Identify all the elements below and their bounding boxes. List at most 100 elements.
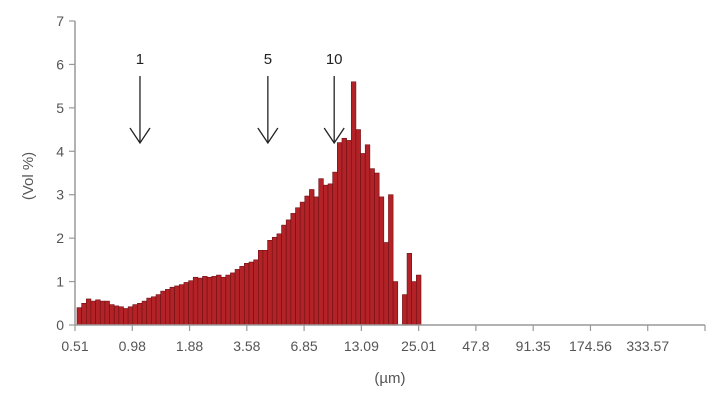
x-tick-label: 6.85	[290, 338, 317, 354]
histogram-bar	[332, 171, 338, 326]
histogram-bar	[76, 307, 82, 326]
histogram-bar	[350, 81, 357, 326]
histogram-bar	[239, 266, 245, 326]
histogram-bar	[216, 274, 222, 326]
histogram-bar	[262, 250, 268, 326]
histogram-bar	[369, 168, 375, 326]
histogram-bar	[99, 300, 106, 326]
x-tick-label: 333.57	[626, 338, 669, 354]
y-tick-label: 2	[56, 230, 64, 246]
size-marker-arrow: 10	[323, 51, 345, 145]
histogram-bar	[146, 297, 152, 326]
histogram-bar	[211, 276, 217, 326]
histogram-bar	[406, 253, 412, 326]
histogram-bar	[364, 144, 371, 326]
histogram-bar	[327, 183, 333, 326]
histogram-bar	[234, 269, 241, 326]
x-tick-label: 0.51	[61, 338, 88, 354]
histogram-bar	[341, 137, 347, 326]
histogram-bar	[118, 306, 124, 326]
y-tick-label: 6	[56, 56, 64, 72]
histogram-bar	[383, 242, 389, 326]
histogram-bar	[90, 300, 96, 326]
histogram-bar	[230, 272, 236, 326]
histogram-bar	[271, 236, 278, 326]
histogram-bar	[281, 224, 287, 326]
histogram-bar	[374, 172, 380, 326]
size-marker-label: 1	[136, 51, 144, 68]
histogram-bar	[104, 300, 110, 326]
histogram-bar	[151, 296, 157, 326]
bars-layer	[76, 81, 422, 326]
histogram-bar	[202, 276, 208, 326]
histogram-bar	[127, 306, 134, 326]
y-tick-label: 4	[56, 143, 64, 159]
histogram-bar	[169, 286, 175, 326]
histogram-bar	[290, 213, 296, 326]
histogram-bar	[402, 294, 408, 326]
histogram-bar	[81, 302, 87, 326]
histogram-bar	[299, 201, 306, 326]
histogram-bar	[253, 259, 259, 326]
x-tick-label: 25.01	[401, 338, 436, 354]
histogram-bar	[174, 285, 180, 326]
arrow-head	[129, 127, 151, 145]
x-tick-label: 3.58	[233, 338, 260, 354]
ticks-layer: 0 1 2 3 4 5 6 7 0.51 0.98 1.88 3.58 6.85 13.09 25.01 47…	[56, 13, 706, 354]
histogram-bar	[155, 294, 161, 326]
histogram-bar	[416, 274, 422, 326]
histogram-bar	[244, 263, 250, 326]
histogram-bar	[225, 274, 231, 326]
y-tick-label: 0	[56, 317, 64, 333]
size-markers-layer: 1 5 10	[129, 51, 345, 145]
histogram-bar	[132, 304, 138, 326]
x-tick-label: 174.56	[569, 338, 612, 354]
histogram-bar	[141, 300, 148, 326]
histogram-bar	[337, 142, 343, 326]
histogram-bar	[267, 240, 273, 326]
arrow-head	[257, 127, 279, 145]
histogram-bar	[188, 280, 194, 326]
histogram-bar	[346, 140, 352, 326]
histogram-bar	[276, 233, 282, 326]
y-tick-label: 3	[56, 187, 64, 203]
histogram-bar	[318, 178, 324, 326]
histogram-bar	[304, 195, 310, 326]
x-axis-title: (µm)	[374, 370, 405, 387]
x-tick-label: 13.09	[344, 338, 379, 354]
histogram-bar	[313, 196, 320, 326]
histogram-bar	[355, 129, 361, 326]
histogram-bar	[295, 207, 301, 326]
y-tick-label: 5	[56, 100, 64, 116]
histogram-bar	[323, 184, 329, 326]
histogram-bar	[206, 276, 213, 326]
histogram-bar	[95, 299, 101, 326]
histogram-bar	[220, 276, 227, 326]
histogram-bar	[392, 281, 399, 326]
histogram-bar	[109, 304, 115, 326]
histogram-bar	[183, 282, 189, 326]
histogram-bar	[388, 194, 394, 326]
histogram-bar	[197, 277, 203, 326]
histogram-bar	[137, 302, 143, 326]
x-tick-label: 0.98	[119, 338, 146, 354]
y-tick-label: 7	[56, 13, 64, 29]
histogram-bar	[123, 308, 129, 326]
x-tick-label: 1.88	[176, 338, 203, 354]
y-axis-title: (Vol %)	[20, 152, 37, 200]
size-marker-label: 10	[326, 51, 343, 68]
histogram-bar	[113, 305, 120, 326]
histogram-bar	[285, 219, 292, 326]
histogram-bar	[257, 250, 264, 326]
histogram-bar	[411, 281, 417, 326]
size-marker-arrow: 1	[129, 51, 151, 145]
histogram-bar	[309, 189, 315, 326]
histogram-bar	[378, 196, 385, 326]
y-tick-label: 1	[56, 274, 64, 290]
x-tick-label: 91.35	[516, 338, 551, 354]
histogram-bar	[192, 276, 199, 326]
histogram-bar	[165, 289, 171, 326]
size-marker-arrow: 5	[257, 51, 279, 145]
